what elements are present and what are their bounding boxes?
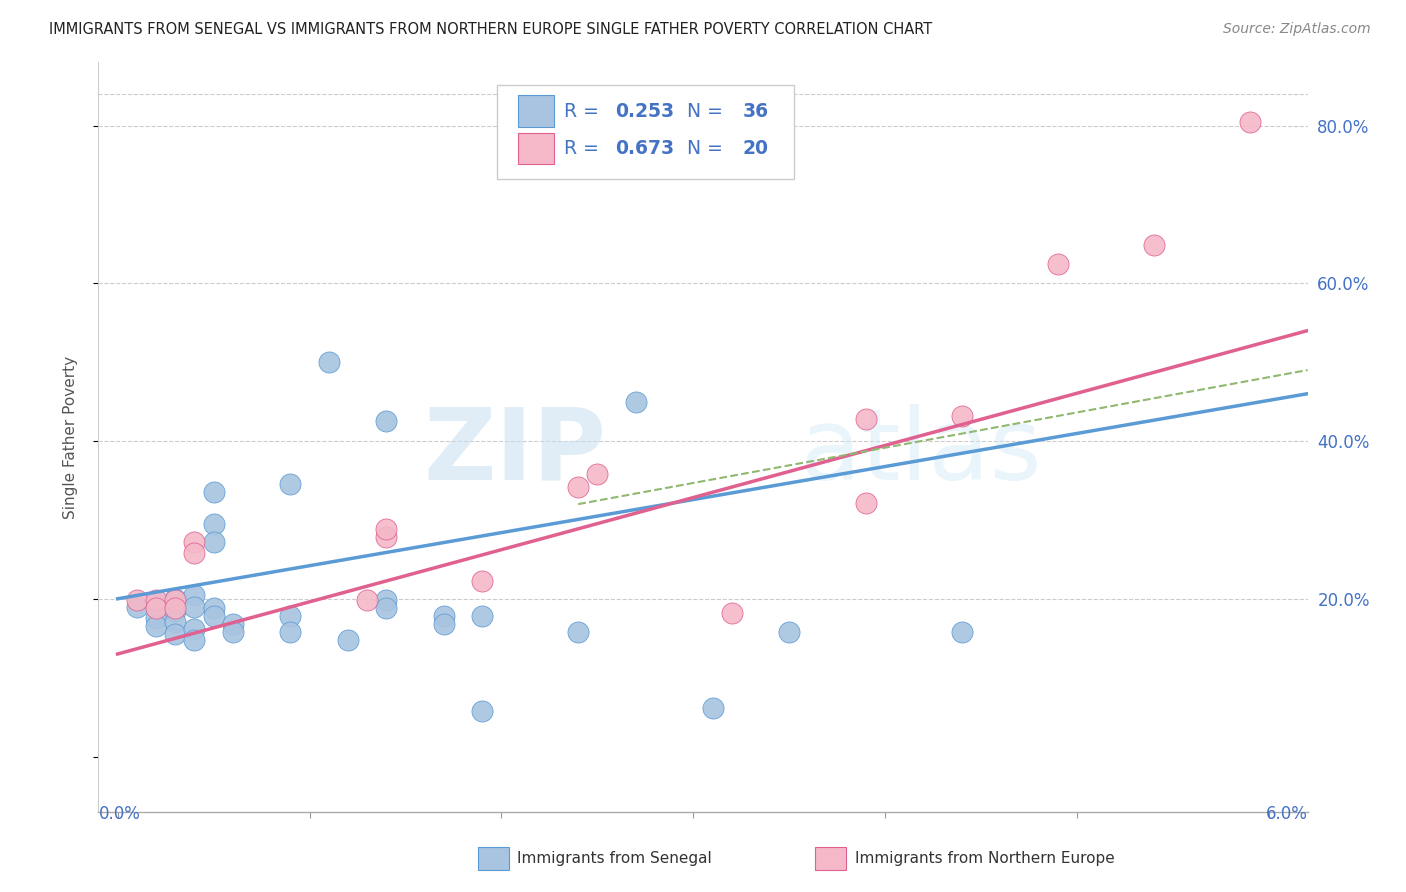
Point [145,611,167,625]
Point [202,516,225,531]
Point [375,530,398,544]
Point [145,619,167,633]
Point [165,604,187,618]
Point [125,593,148,607]
Point [356,593,378,607]
Point [165,593,187,607]
Point [375,601,398,615]
Point [202,485,225,500]
Text: N =: N = [675,139,730,158]
Point [165,601,187,615]
Point [145,596,167,610]
Point [855,412,877,426]
Text: N =: N = [675,102,730,120]
Point [950,409,973,423]
Point [280,624,302,639]
Point [375,593,398,607]
Point [145,593,167,607]
Point [202,535,225,549]
Point [471,574,494,589]
Point [183,546,205,560]
Point [375,414,398,428]
Text: 0.253: 0.253 [614,102,673,120]
Point [624,394,647,409]
Point [471,609,494,624]
Point [222,624,245,639]
Text: 6.0%: 6.0% [1265,805,1308,823]
Point [125,599,148,614]
Point [720,606,742,620]
Point [145,601,167,615]
Text: 36: 36 [742,102,769,120]
Point [183,599,205,614]
Point [433,609,456,624]
Point [1239,114,1261,128]
Point [336,632,359,647]
Text: IMMIGRANTS FROM SENEGAL VS IMMIGRANTS FROM NORTHERN EUROPE SINGLE FATHER POVERTY: IMMIGRANTS FROM SENEGAL VS IMMIGRANTS FR… [49,22,932,37]
Point [950,624,973,639]
Point [375,522,398,536]
Point [855,495,877,509]
Text: R =: R = [564,139,605,158]
Text: ZIP: ZIP [423,403,606,500]
FancyBboxPatch shape [517,95,554,127]
Point [165,627,187,641]
Point [165,591,187,606]
Point [202,609,225,624]
Text: atlas: atlas [800,403,1042,500]
Point [1143,238,1166,252]
Text: Immigrants from Northern Europe: Immigrants from Northern Europe [855,852,1115,866]
Point [567,480,589,494]
Point [183,588,205,602]
Point [471,704,494,718]
Point [702,700,724,714]
Point [778,624,800,639]
Text: 0.0%: 0.0% [98,805,141,823]
Point [280,609,302,624]
Point [183,535,205,549]
Point [1047,256,1070,270]
Point [433,617,456,632]
Text: 20: 20 [742,139,769,158]
Text: R =: R = [564,102,605,120]
Point [586,467,609,482]
Point [165,615,187,630]
Point [318,355,340,369]
Point [567,624,589,639]
Text: Immigrants from Senegal: Immigrants from Senegal [517,852,713,866]
Text: Source: ZipAtlas.com: Source: ZipAtlas.com [1223,22,1371,37]
Point [183,622,205,636]
Y-axis label: Single Father Poverty: Single Father Poverty [63,356,77,518]
Point [280,477,302,491]
FancyBboxPatch shape [517,133,554,164]
Point [222,617,245,632]
Point [183,632,205,647]
FancyBboxPatch shape [498,85,793,178]
Point [202,601,225,615]
Text: 0.673: 0.673 [614,139,673,158]
